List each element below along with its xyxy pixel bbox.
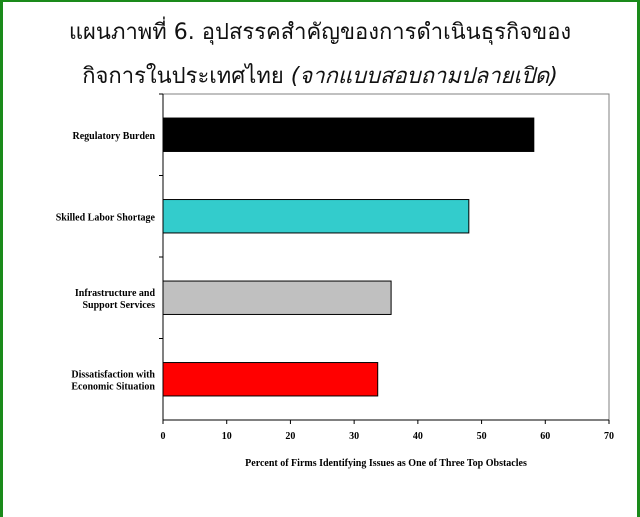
chart-title-main: กิจการในประเทศไทย bbox=[82, 64, 291, 89]
category-label: Dissatisfaction with bbox=[71, 369, 155, 380]
x-tick-label: 70 bbox=[604, 431, 614, 442]
bar bbox=[162, 280, 392, 315]
category-label: Regulatory Burden bbox=[73, 131, 156, 142]
x-tick-label: 30 bbox=[349, 431, 359, 442]
x-tick-label: 20 bbox=[285, 431, 295, 442]
bar bbox=[162, 117, 535, 152]
category-label: Support Services bbox=[83, 300, 156, 311]
x-tick-label: 50 bbox=[477, 431, 487, 442]
x-tick-label: 0 bbox=[161, 431, 166, 442]
category-label: Infrastructure and bbox=[75, 288, 156, 299]
category-label: Skilled Labor Shortage bbox=[56, 212, 156, 223]
x-tick-label: 40 bbox=[413, 431, 423, 442]
bar bbox=[162, 362, 379, 397]
x-tick-label: 60 bbox=[540, 431, 550, 442]
category-label: Economic Situation bbox=[71, 381, 155, 392]
chart-title-subtitle: (จากแบบสอบถามปลายเปิด) bbox=[290, 64, 558, 89]
chart-title-line-1: แผนภาพที่ 6. อุปสรรคสำคัญของการดำเนินธุร… bbox=[68, 20, 572, 45]
x-tick-label: 10 bbox=[222, 431, 232, 442]
bar bbox=[162, 199, 470, 234]
x-axis-title: Percent of Firms Identifying Issues as O… bbox=[245, 458, 527, 469]
chart-title-line-2: กิจการในประเทศไทย (จากแบบสอบถามปลายเปิด) bbox=[0, 58, 640, 93]
